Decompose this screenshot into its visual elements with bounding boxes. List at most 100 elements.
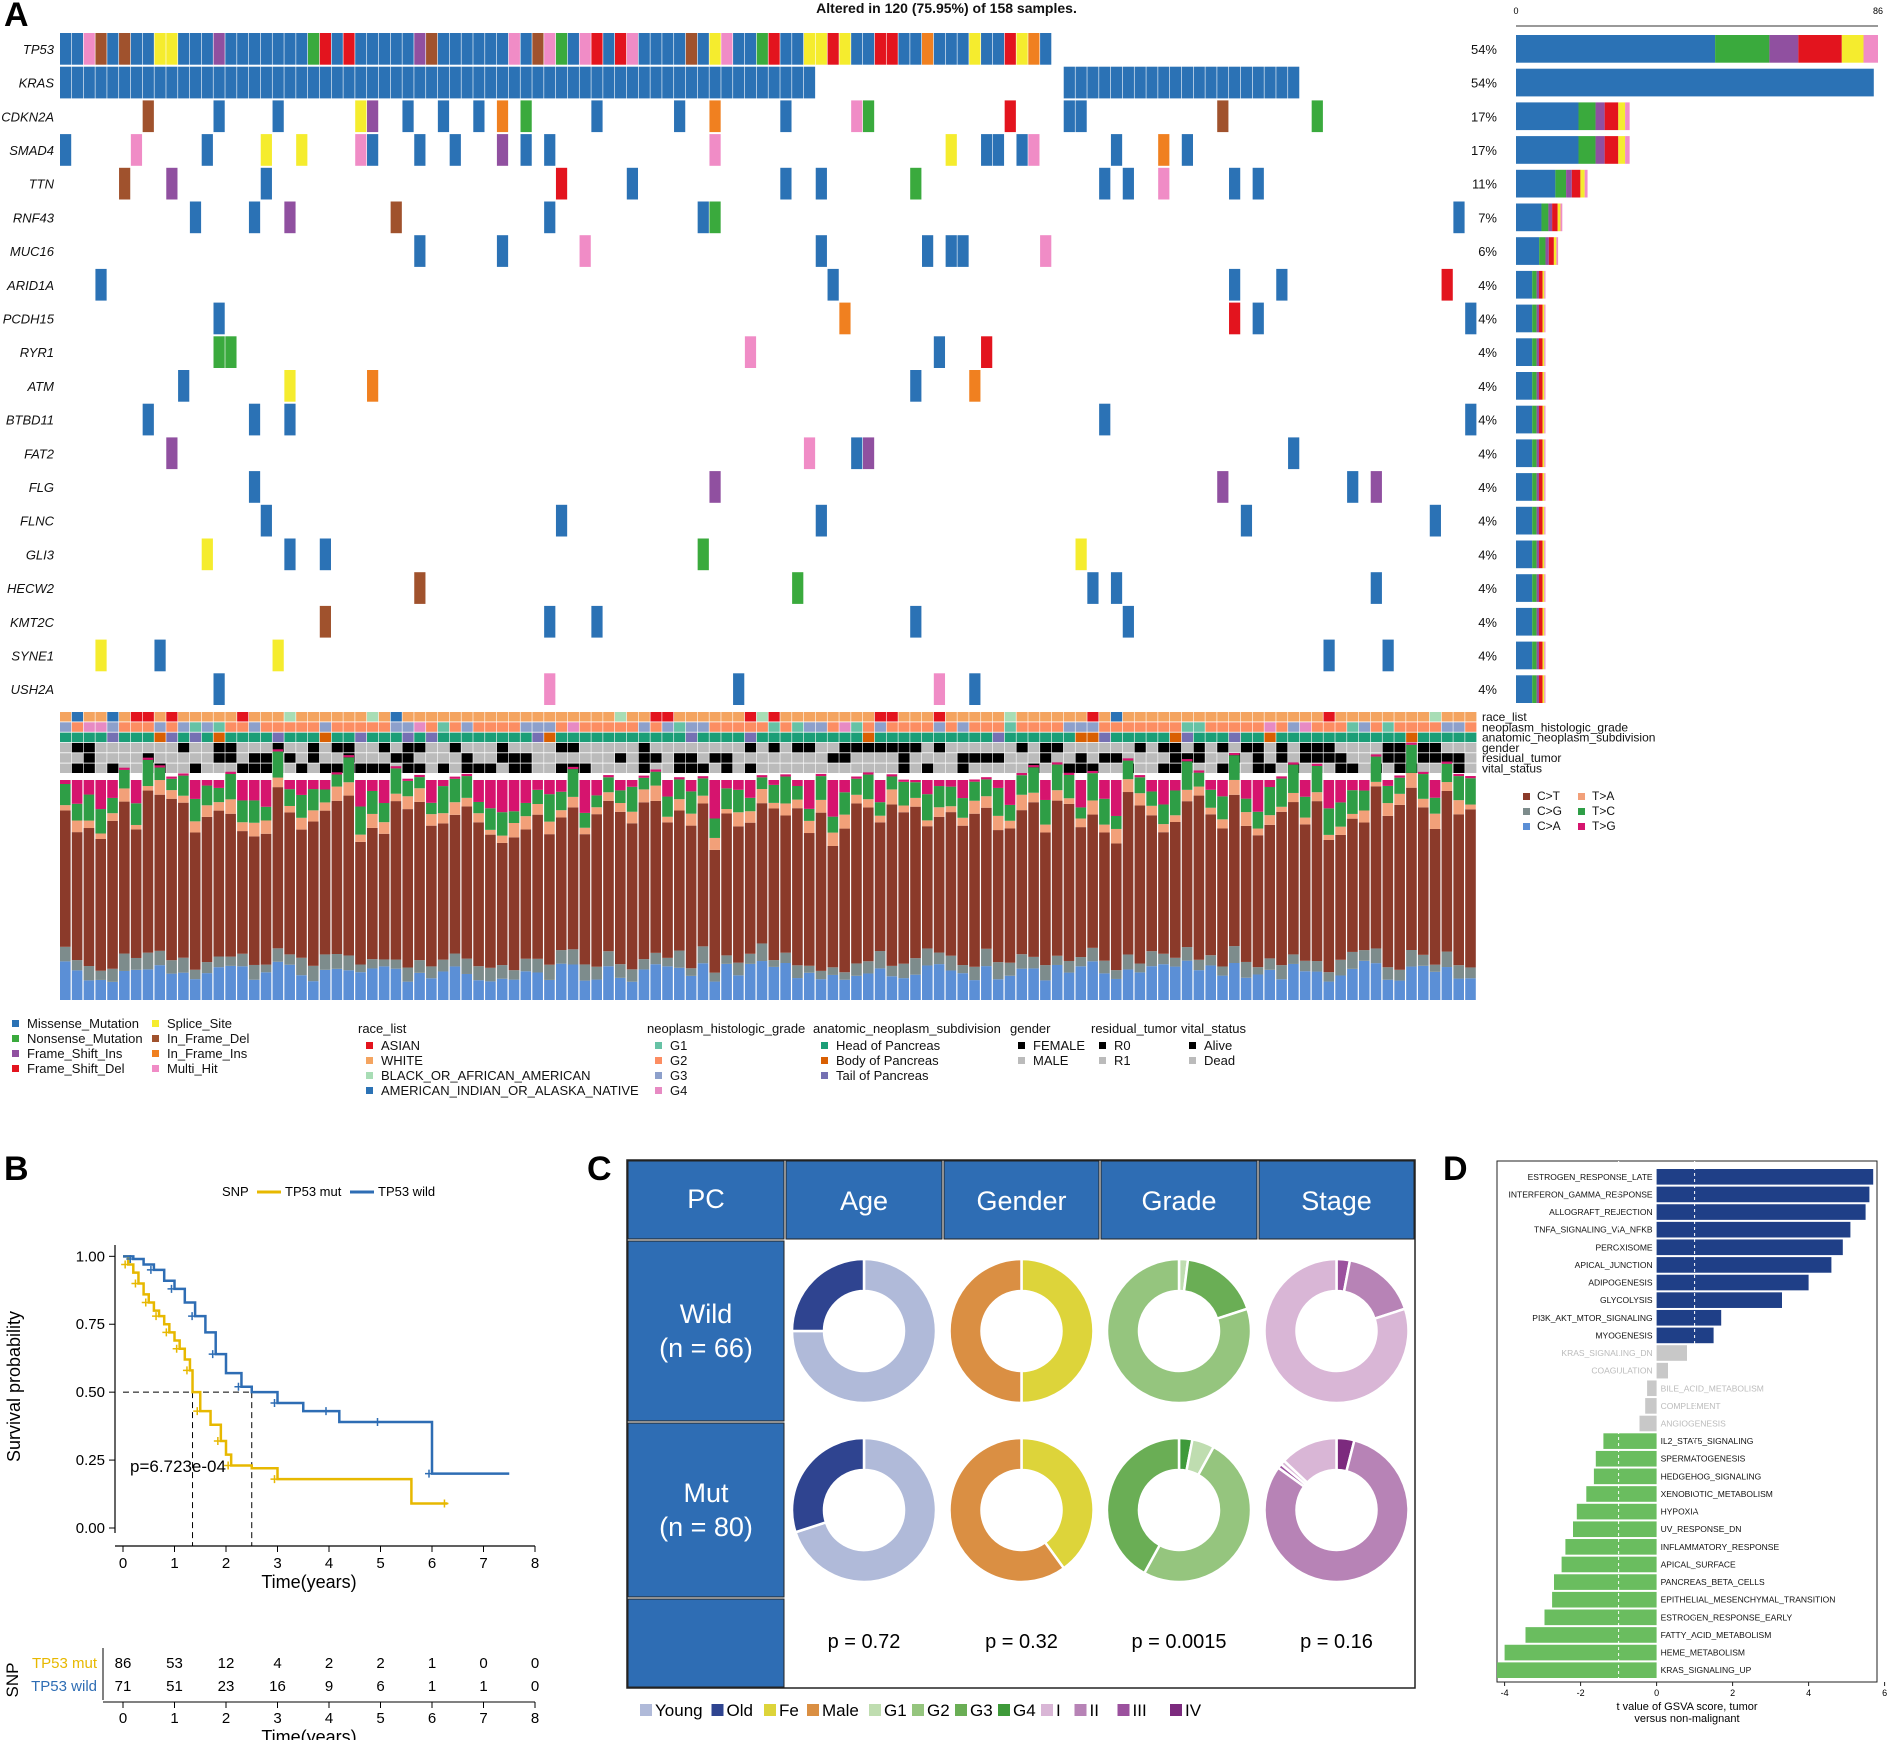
donut-slice xyxy=(1105,1436,1181,1575)
titv-bar-segment xyxy=(803,833,815,966)
annotation-cell xyxy=(402,712,414,722)
titv-bar-segment xyxy=(437,813,449,824)
annotation-cell xyxy=(638,712,650,722)
annotation-cell xyxy=(1028,742,1040,753)
annotation-cell xyxy=(1205,712,1217,722)
titv-bar-segment xyxy=(1122,954,1134,970)
annotation-cell xyxy=(697,722,709,732)
titv-bar-segment xyxy=(1134,963,1146,973)
oncoplot-cell xyxy=(544,673,556,705)
titv-bar-segment xyxy=(437,823,449,960)
gene-label: USH2A xyxy=(11,682,54,697)
titv-bar-segment xyxy=(508,970,520,980)
titv-bar-segment xyxy=(1288,954,1299,964)
annotation-cell xyxy=(1134,753,1146,763)
annotation-cell xyxy=(1323,712,1335,722)
titv-bar-segment xyxy=(721,813,732,956)
oncoplot-cell xyxy=(60,33,72,65)
annotation-cell xyxy=(662,753,674,763)
annotation-cell xyxy=(674,732,686,743)
annotation-cell xyxy=(721,742,733,753)
gene-bar-segment xyxy=(1578,136,1596,164)
titv-bar-segment xyxy=(1417,965,1429,1000)
oncoplot-cell xyxy=(697,66,709,99)
annotation-cell xyxy=(792,763,804,773)
annotation-cell xyxy=(957,712,969,722)
titv-bar-segment xyxy=(1004,828,1016,963)
annotation-cell xyxy=(910,742,922,753)
titv-bar-segment xyxy=(922,948,933,966)
annotation-cell xyxy=(1323,763,1335,773)
titv-bar-segment xyxy=(1229,946,1240,964)
oncoplot-cell xyxy=(378,33,391,65)
annotation-cell xyxy=(945,732,957,743)
annotation-cell xyxy=(1264,722,1276,732)
km-y-tick-label: 0.50 xyxy=(76,1384,105,1401)
annotation-cell xyxy=(839,742,851,753)
oncoplot-cell xyxy=(390,33,402,65)
oncoplot-cell xyxy=(1181,66,1193,99)
titv-bar-segment xyxy=(367,813,378,828)
titv-bar-segment xyxy=(296,829,307,958)
annotation-cell xyxy=(886,742,898,753)
oncoplot-cell xyxy=(922,33,934,65)
annotation-cell xyxy=(71,712,84,722)
gene-percent: 4% xyxy=(1478,682,1497,697)
gene-bar-segment xyxy=(1542,574,1545,602)
annotation-cell xyxy=(1465,712,1477,722)
titv-bar-segment xyxy=(178,773,189,776)
titv-bar-segment xyxy=(1158,824,1169,833)
titv-bar-segment xyxy=(1311,763,1323,766)
titv-bar-segment xyxy=(1099,824,1110,833)
gene-bar-segment xyxy=(1532,506,1537,535)
gene-bar-segment xyxy=(1536,574,1539,602)
annotation-cell xyxy=(567,753,579,763)
legend-swatch xyxy=(12,1020,19,1027)
titv-bar-segment xyxy=(1465,776,1476,779)
annotation-cell xyxy=(378,712,391,722)
gene-bar-segment xyxy=(1548,237,1554,265)
gsva-x-tick-label: -2 xyxy=(1577,1688,1585,1698)
titv-bar-segment xyxy=(839,972,850,980)
annotation-cell xyxy=(449,763,461,773)
oncoplot-cell xyxy=(1075,66,1087,99)
oncoplot-cell xyxy=(520,66,532,99)
annotation-cell xyxy=(886,763,898,773)
titv-bar-segment xyxy=(1335,959,1346,976)
gene-bar-segment xyxy=(1536,506,1539,535)
titv-bar-segment xyxy=(626,780,638,787)
titv-bar-segment xyxy=(591,807,602,815)
legend-swatch xyxy=(366,1072,373,1079)
titv-bar-segment xyxy=(1299,824,1311,961)
oncoplot-cell xyxy=(1122,66,1134,99)
gene-label: CDKN2A xyxy=(1,109,54,124)
titv-bar-segment xyxy=(685,825,697,969)
annotation-cell xyxy=(414,753,426,763)
oncoplot-cell xyxy=(626,33,639,65)
annotation-cell xyxy=(331,712,343,722)
gene-bar-segment xyxy=(1532,607,1537,636)
titv-bar-segment xyxy=(473,966,484,981)
legend-swatch xyxy=(821,1042,828,1049)
titv-bar-segment xyxy=(744,963,756,1000)
variant-legend: Missense_Mutation Splice_Site Nonsense_Mut… xyxy=(12,1016,312,1076)
annotation-cell xyxy=(437,763,450,773)
annotation-cell xyxy=(839,763,851,773)
legend-swatch xyxy=(1099,1057,1106,1064)
oncoplot-cell xyxy=(437,66,450,99)
gsva-bar xyxy=(1554,1574,1657,1590)
annotation-cell xyxy=(414,722,426,732)
oncoplot-cell xyxy=(603,33,615,65)
titv-bar-segment xyxy=(225,956,236,966)
oncoplot-cell xyxy=(981,33,993,65)
annotation-cell xyxy=(780,763,792,773)
annotation-cell xyxy=(1158,732,1170,743)
titv-bar-segment xyxy=(567,796,579,808)
titv-bar-segment xyxy=(1441,790,1453,952)
oncoplot-cell xyxy=(721,33,733,65)
annotation-cell xyxy=(343,732,355,743)
annotation-cell xyxy=(898,732,910,743)
annotation-cell xyxy=(1240,753,1253,763)
annotation-cell xyxy=(898,712,910,722)
titv-bar-segment xyxy=(237,831,248,954)
